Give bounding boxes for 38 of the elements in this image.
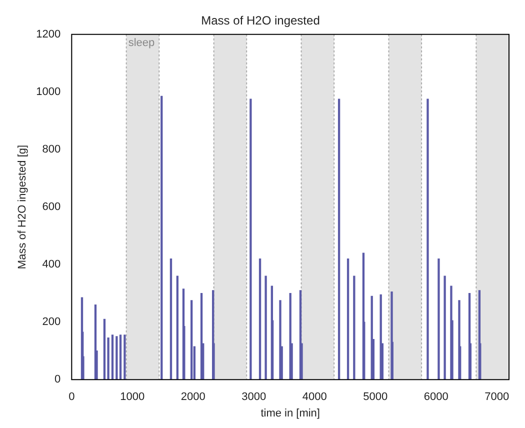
bar — [119, 334, 122, 380]
x-tick-label: 4000 — [302, 391, 327, 404]
bar — [353, 276, 356, 380]
bar — [438, 258, 440, 380]
y-tick-label: 400 — [42, 258, 61, 271]
x-tick-label: 1000 — [120, 391, 145, 404]
x-tick-label: 5000 — [363, 391, 388, 404]
bar — [190, 300, 193, 380]
bar — [258, 258, 262, 380]
bar — [116, 336, 118, 380]
x-tick-label: 0 — [68, 391, 75, 404]
y-tick-label: 0 — [54, 374, 61, 386]
x-tick-label: 2000 — [180, 391, 206, 404]
y-tick-label: 600 — [42, 201, 61, 214]
y-tick-label: 800 — [42, 144, 61, 156]
y-tick-label: 1200 — [36, 28, 61, 40]
bar — [346, 258, 350, 380]
bar — [160, 96, 163, 380]
x-tick-label: 7000 — [484, 391, 510, 404]
bar — [338, 98, 340, 380]
bar — [250, 98, 252, 380]
bar — [426, 98, 429, 380]
y-tick-label: 200 — [42, 316, 61, 328]
bar — [264, 276, 267, 380]
bar — [124, 334, 126, 380]
x-tick-label: 3000 — [242, 391, 266, 404]
y-axis-title: Mass of H2O ingested [g] — [16, 144, 29, 270]
bar — [103, 318, 106, 380]
x-axis-title: time in [min] — [260, 407, 320, 420]
band-label: sleep — [128, 36, 155, 49]
bar — [279, 300, 282, 380]
bar — [444, 276, 446, 380]
x-tick-label: 6000 — [424, 391, 448, 404]
chart-title: Mass of H2O ingested — [201, 14, 320, 28]
y-tick-label: 1000 — [36, 86, 61, 98]
bar — [170, 258, 172, 380]
bar — [176, 276, 178, 380]
bar — [111, 334, 114, 380]
